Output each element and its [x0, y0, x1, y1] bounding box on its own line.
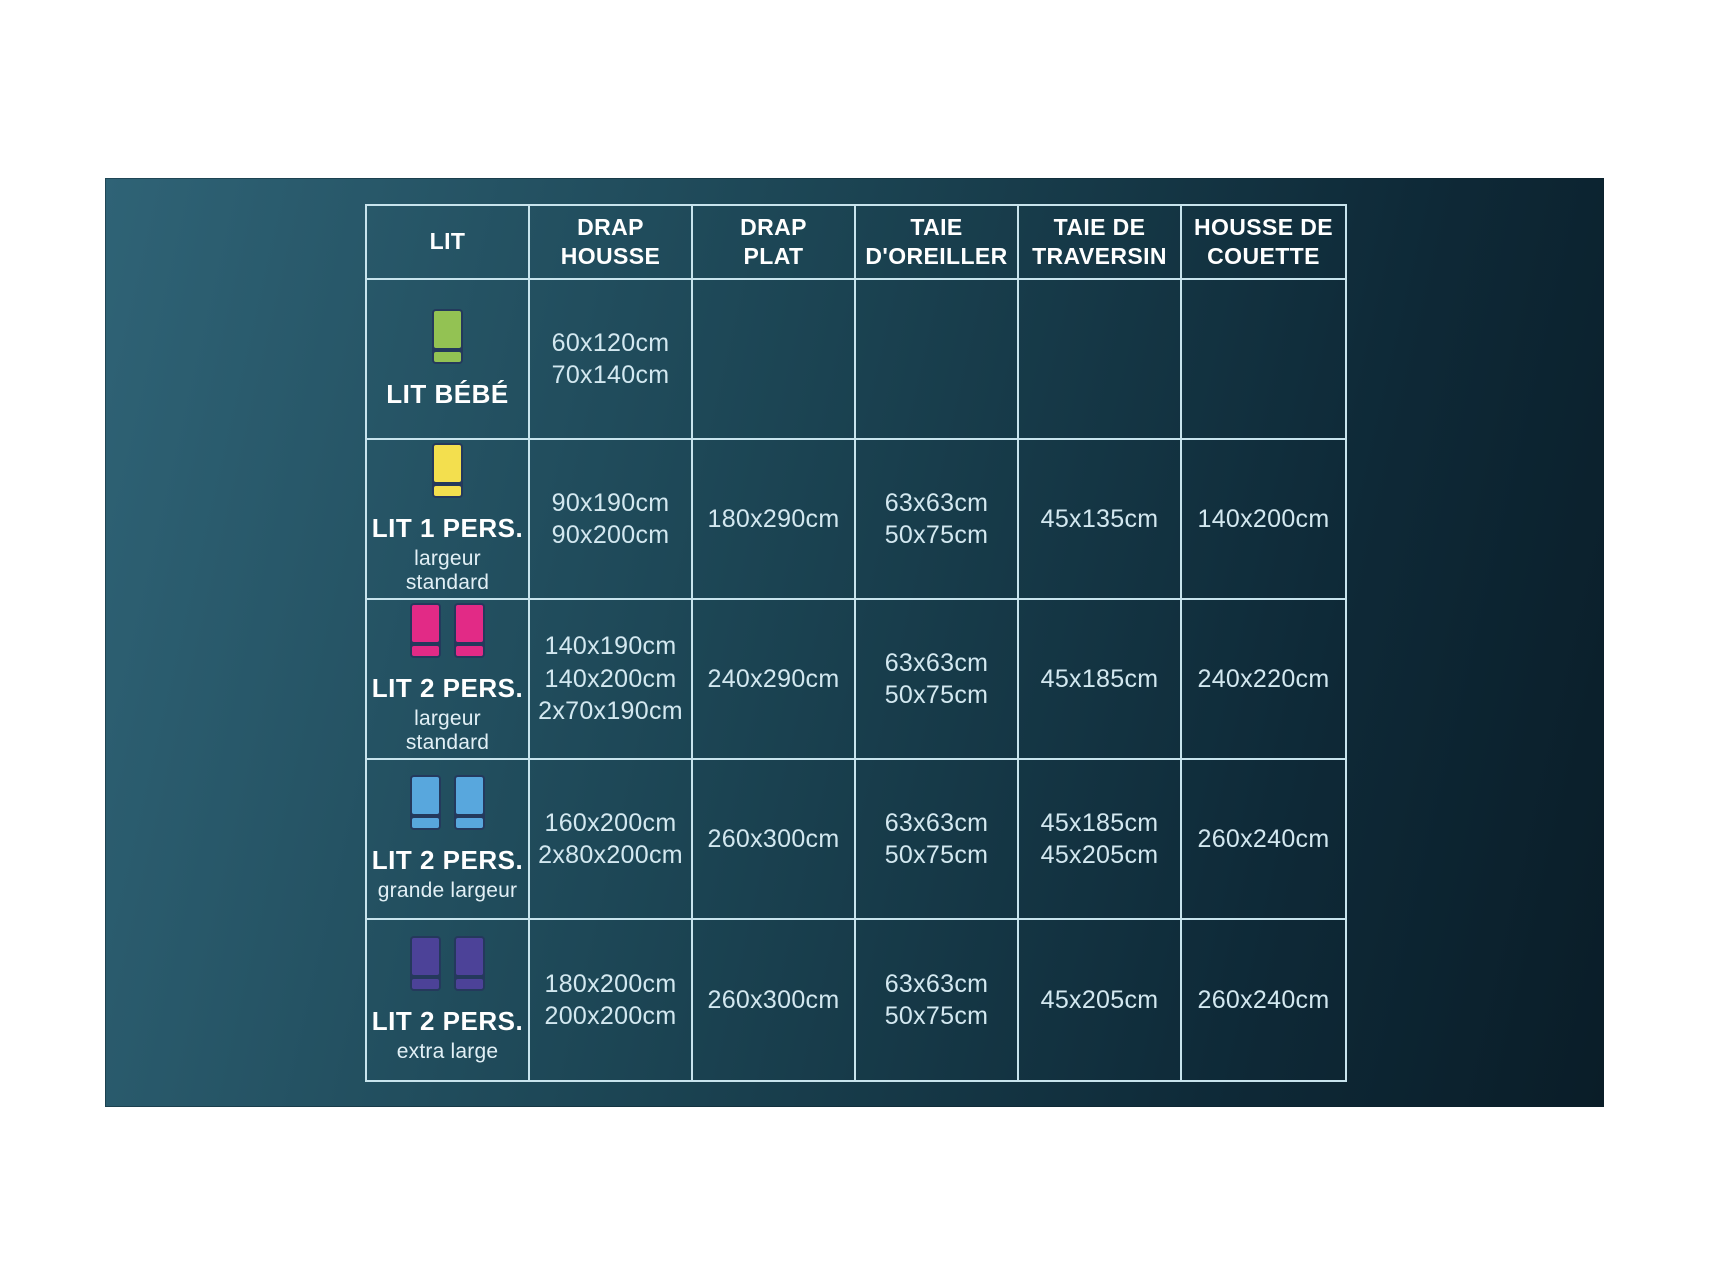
row-header-lit-2-pers-extra: LIT 2 PERS. extra large	[367, 920, 530, 1080]
column-header-lit: LIT	[367, 206, 530, 280]
cell-drap-plat: 180x290cm	[693, 440, 856, 600]
column-header-drap-plat: DRAP PLAT	[693, 206, 856, 280]
bed-icon-group	[410, 775, 485, 830]
cell-taie-traversin: 45x185cm 45x205cm	[1019, 760, 1182, 920]
bed-icon	[454, 936, 485, 991]
cell-drap-housse: 160x200cm 2x80x200cm	[530, 760, 693, 920]
cell-taie-oreiller: 63x63cm 50x75cm	[856, 920, 1019, 1080]
bed-icon	[432, 443, 463, 498]
cell-housse-couette: 260x240cm	[1197, 985, 1330, 1014]
cell-drap-housse: 60x120cm 70x140cm	[530, 280, 693, 440]
row-title: LIT 1 PERS.	[371, 513, 524, 543]
bed-icon	[410, 775, 441, 830]
bed-icon	[410, 603, 441, 658]
cell-housse-couette	[1182, 280, 1345, 440]
cell-drap-plat	[693, 280, 856, 440]
row-header-lit-bebe: LIT BÉBÉ	[367, 280, 530, 440]
cell-taie-oreiller: 63x63cm 50x75cm	[856, 440, 1019, 600]
bedding-size-chart-panel: LIT DRAP HOUSSE DRAP PLAT TAIE D'OREILLE…	[105, 178, 1604, 1107]
row-header-lit-1-pers: LIT 1 PERS. largeur standard	[367, 440, 530, 600]
cell-drap-housse: 180x200cm 200x200cm	[530, 920, 693, 1080]
cell-drap-plat: 260x300cm	[693, 760, 856, 920]
row-subtitle: grande largeur	[377, 879, 518, 902]
cell-housse-couette: 240x220cm	[1182, 600, 1345, 760]
cell-drap-plat: 240x290cm	[693, 600, 856, 760]
cell-drap-housse: 140x190cm 140x200cm 2x70x190cm	[530, 600, 693, 760]
bed-icon-group	[410, 936, 485, 991]
cell-housse-couette: 260x240cm	[1182, 760, 1345, 920]
column-header-housse-couette: HOUSSE DE COUETTE	[1182, 206, 1345, 280]
cell-taie-traversin: 45x205cm	[1019, 920, 1182, 1080]
cell-taie-oreiller: 63x63cm 50x75cm	[856, 760, 1019, 920]
row-header-lit-2-pers-standard: LIT 2 PERS. largeur standard	[367, 600, 530, 760]
cell-taie-oreiller: 63x63cm 50x75cm	[856, 600, 1019, 760]
row-title: LIT BÉBÉ	[386, 378, 509, 409]
bedding-size-table: LIT DRAP HOUSSE DRAP PLAT TAIE D'OREILLE…	[365, 204, 1347, 1082]
cell-taie-traversin: 45x135cm	[1019, 440, 1182, 600]
row-title: LIT 2 PERS.	[371, 673, 524, 703]
bed-icon	[410, 936, 441, 991]
row-subtitle: extra large	[396, 1040, 499, 1063]
bed-icon	[432, 308, 463, 364]
cell-taie-traversin: 45x185cm	[1019, 600, 1182, 760]
bed-icon-group	[410, 603, 485, 658]
cell-taie-traversin	[1019, 280, 1182, 440]
column-header-drap-housse: DRAP HOUSSE	[530, 206, 693, 280]
row-title: LIT 2 PERS.	[371, 1006, 524, 1036]
row-title: LIT 2 PERS.	[371, 845, 524, 875]
cell-taie-oreiller	[856, 280, 1019, 440]
bed-icon	[454, 603, 485, 658]
cell-drap-housse: 90x190cm 90x200cm	[530, 440, 693, 600]
column-header-taie-oreiller: TAIE D'OREILLER	[856, 206, 1019, 280]
bed-icon-group	[432, 308, 463, 364]
row-subtitle: largeur standard	[405, 547, 490, 594]
row-header-lit-2-pers-grande: LIT 2 PERS. grande largeur	[367, 760, 530, 920]
bed-icon-group	[432, 443, 463, 498]
bed-icon	[454, 775, 485, 830]
cell-drap-plat: 260x300cm	[693, 920, 856, 1080]
row-subtitle: largeur standard	[405, 707, 490, 754]
column-header-taie-traversin: TAIE DE TRAVERSIN	[1019, 206, 1182, 280]
cell-housse-couette: 140x200cm	[1182, 440, 1345, 600]
